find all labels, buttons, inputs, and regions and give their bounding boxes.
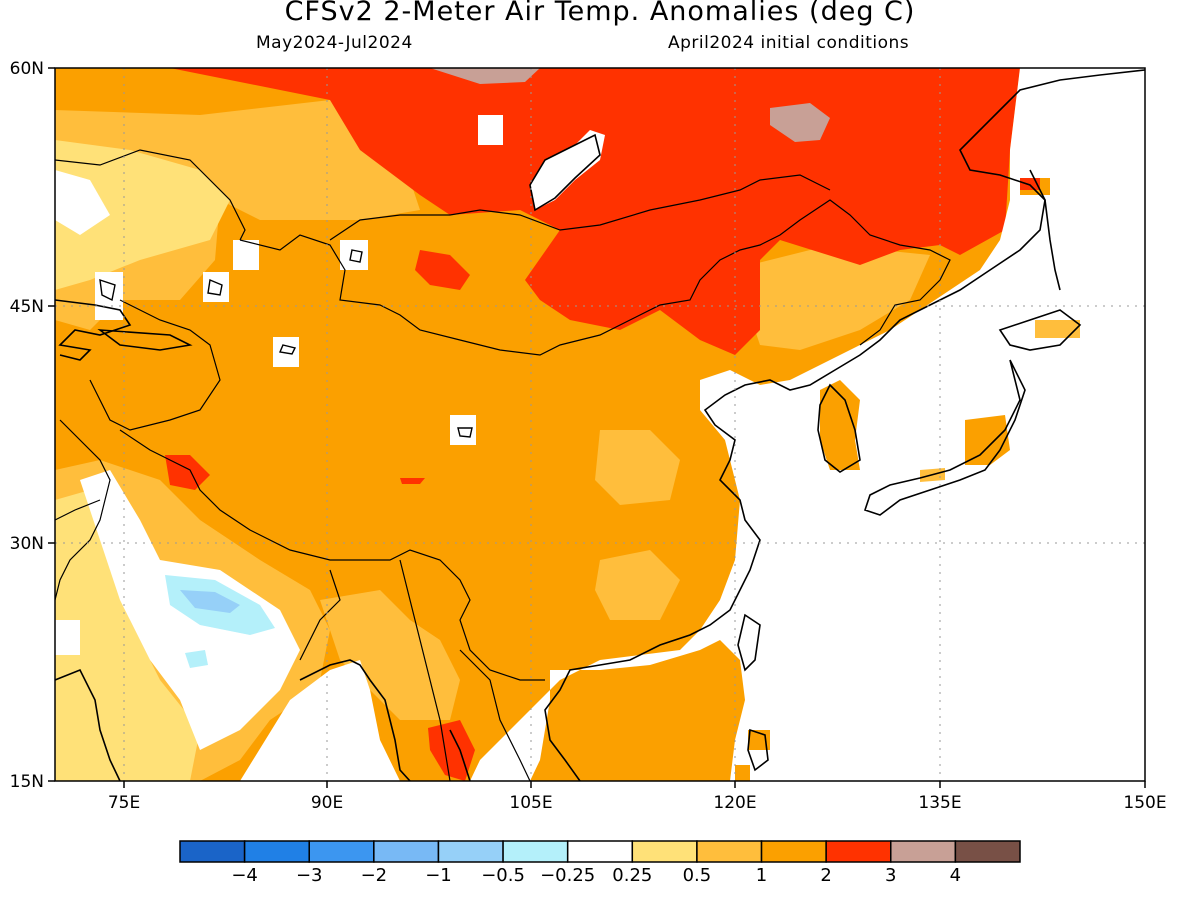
lake-mask-north [478,115,503,145]
anomaly-zone-0.25-0.5-northwest [55,140,230,290]
lake-mask-issyk [273,337,299,367]
colorbar-label: 2 [820,865,831,886]
coastlines [55,69,1145,781]
lake-mask-uvs [340,240,368,270]
coastline-korea [817,383,861,473]
border-kazakhstan-russia [55,149,246,241]
colorbar-label: −0.5 [481,865,525,886]
coastline-china [544,69,1145,781]
chart-title: CFSv2 2-Meter Air Temp. Anomalies (deg C… [284,0,916,27]
coastline-caspian-aral [55,299,132,361]
longitude-labels: 75E 90E 105E 120E 135E 150E [108,793,1167,813]
masked-ocean-east [470,68,1145,781]
lake-mask-zaysan [233,240,259,270]
anomaly-zone-3-4-east [770,103,830,142]
border-myanmar [399,559,451,781]
coastline-baikal [529,133,601,212]
colorbar-label: 3 [885,865,896,886]
lake-mask-balkhash-east [203,272,229,302]
lon-label-120e: 120E [713,793,756,813]
graticule [55,68,1145,781]
colorbar-swatch [179,840,246,863]
inland-lakes [99,249,473,438]
lon-label-75e: 75E [108,793,140,813]
lon-label-135e: 135E [918,793,961,813]
colorbar-swatch [566,840,634,863]
coastline-taiwan [737,613,761,672]
colorbar-swatch [373,840,440,863]
border-pakistan [55,419,111,601]
coastline-luzon [747,728,769,772]
colorbar-swatch [308,840,375,863]
colorbar-label: 0.5 [683,865,712,886]
initial-conditions: April2024 initial conditions [668,33,910,53]
anomaly-zone-0.5-1-south-china [595,550,680,620]
colorbar-label: −3 [296,865,323,886]
colorbar-label: 4 [950,865,961,886]
map-frame [54,67,1146,782]
anomaly-zone-near-zero-kazakhstan [55,170,110,235]
border-himalaya [119,429,545,681]
coastline-thailand [449,729,471,781]
coastline-honshu [863,359,1026,516]
anomaly-zone-0.5-1-myanmar [320,590,460,720]
border-iran [55,499,101,521]
colorbar-label: −0.25 [540,865,595,886]
coastline-sakhalin [1029,169,1061,291]
border-bangladesh [299,569,341,661]
anomaly-zone-negative-0.5 [180,590,240,613]
lat-label-30n: 30N [10,534,44,554]
colorbar-swatch [437,840,504,863]
lon-label-90e: 90E [311,793,343,813]
tick-marks [48,67,1146,788]
coastline-balkhash [97,329,193,351]
border-china-mongolia [239,199,951,356]
anomaly-hokkaido [1035,320,1080,338]
mask-arabian-sea [55,620,80,655]
colorbar-swatch [502,840,569,863]
anomaly-luzon-south [735,765,750,781]
border-laos-vietnam [459,649,531,781]
border-mongolia-russia [329,174,831,241]
colorbar-swatch [243,840,310,863]
lat-label-60n: 60N [10,59,44,79]
anomaly-zone-0.25-0.5-india [55,490,200,781]
coastline-bengal [299,659,411,781]
colorbar-label: 0.25 [612,865,652,886]
lat-label-15n: 15N [10,772,44,792]
colorbar-swatch [954,840,1021,863]
colorbar-label: −2 [361,865,388,886]
colorbar-swatch [825,840,892,863]
lon-label-105e: 105E [509,793,552,813]
coastline-hokkaido [998,309,1082,351]
lon-label-150e: 150E [1123,793,1166,813]
colorbar-swatch [696,840,763,863]
anomaly-zone-3-4-west [430,68,540,84]
latitude-labels: 60N 45N 30N 15N [10,59,44,792]
anomaly-zone-0.5-1-manchuria [745,245,930,350]
colorbar: −4 −3 −2 −1 −0.5 −0.25 0.25 0.5 1 2 3 4 [179,840,1021,886]
anomaly-zone-2-3-thailand [428,720,475,781]
coastline-west-india [55,668,121,781]
colorbar-swatch [890,840,957,863]
anomaly-zone-2-3-tarim [415,250,470,290]
colorbar-swatch [760,840,827,863]
lake-mask-baikal [530,130,605,210]
colorbar-label: 1 [756,865,767,886]
border-central-asia [89,299,221,431]
lat-label-45n: 45N [10,297,44,317]
colorbar-label: −4 [231,865,258,886]
anomaly-zone-0.5-1-east-china [595,430,680,505]
anomaly-zone-2-3-tibet [400,478,425,484]
colorbar-label: −1 [425,865,452,886]
anomaly-korea [820,380,860,470]
forecast-period: May2024-Jul2024 [256,33,413,53]
country-borders [55,149,951,781]
anomaly-field [55,68,1145,781]
masked-ocean-bay-of-bengal [240,660,400,781]
anomaly-zone-negative-small [185,650,208,668]
colorbar-swatch [631,840,698,863]
